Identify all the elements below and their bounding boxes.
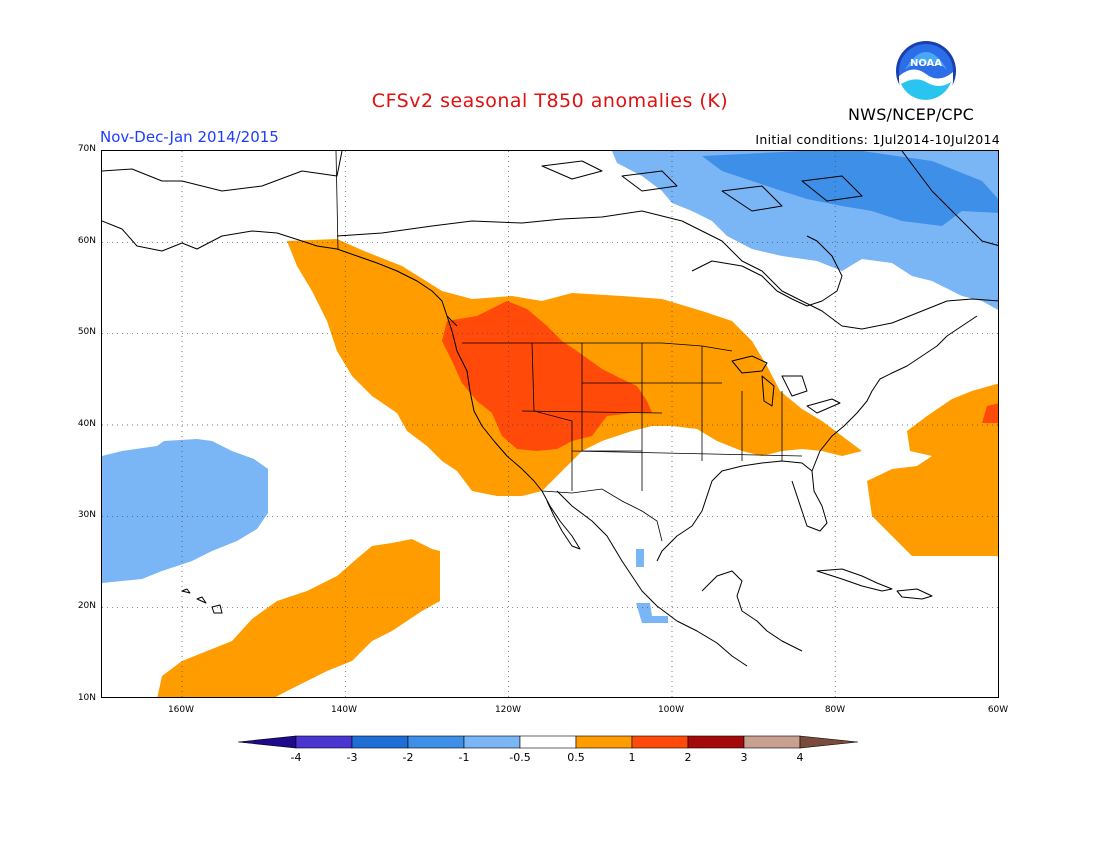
colorbar-label: -0.5	[509, 751, 531, 764]
coastlines	[102, 151, 998, 667]
noaa-logo-icon: NOAA	[896, 41, 956, 102]
colorbar-swatch	[743, 735, 801, 749]
colorbar-label: -3	[346, 751, 358, 764]
noaa-logo-text: NOAA	[910, 58, 942, 69]
lat-tick-label: 70N	[77, 144, 96, 154]
pacific-cold-anomaly	[102, 439, 268, 583]
lon-tick-label: 60W	[987, 705, 1009, 715]
lon-tick-label: 120W	[494, 705, 522, 715]
colorbar-swatch	[687, 735, 745, 749]
colorbar-label: -2	[402, 751, 414, 764]
political-borders	[335, 151, 803, 542]
colorbar-label: 0.5	[567, 751, 585, 764]
colorbar-label: 1	[628, 751, 636, 764]
subtropical-pacific-warm-anomaly	[157, 539, 440, 697]
negative-anomaly-regions	[102, 151, 998, 623]
lon-tick-label: 80W	[824, 705, 846, 715]
colorbar-label: 4	[796, 751, 804, 764]
mexico-cold-spot	[636, 549, 644, 567]
map-canvas	[102, 151, 998, 697]
central-america-cold-spot	[636, 603, 668, 623]
colorbar-swatch	[575, 735, 633, 749]
lat-tick-label: 40N	[77, 419, 96, 429]
agency-label: NWS/NCEP/CPC	[848, 105, 975, 124]
colorbar-label: -1	[458, 751, 470, 764]
arctic-cold-core	[702, 151, 998, 226]
forecast-period: Nov-Dec-Jan 2014/2015	[100, 128, 279, 146]
colorbar-arrow-low	[238, 735, 297, 749]
colorbar-label: -4	[290, 751, 302, 764]
colorbar-swatch	[407, 735, 465, 749]
anomaly-map	[101, 150, 999, 698]
colorbar-swatch	[351, 735, 409, 749]
positive-anomaly-regions	[157, 239, 998, 697]
atlantic-warm-anomaly	[867, 383, 998, 556]
atlantic-hot-spot	[982, 403, 998, 423]
colorbar	[238, 735, 859, 749]
lon-tick-label: 100W	[657, 705, 685, 715]
colorbar-swatch	[519, 735, 577, 749]
lat-tick-label: 50N	[77, 327, 96, 337]
interior-west-hot-anomaly	[442, 301, 652, 451]
colorbar-label: 2	[684, 751, 692, 764]
colorbar-label: 3	[740, 751, 748, 764]
colorbar-swatch	[295, 735, 353, 749]
strong-anomaly-regions	[442, 301, 998, 451]
lat-tick-label: 20N	[77, 601, 96, 611]
colorbar-swatch	[463, 735, 521, 749]
lat-tick-label: 30N	[77, 510, 96, 520]
map-title: CFSv2 seasonal T850 anomalies (K)	[371, 90, 729, 112]
lon-tick-label: 140W	[330, 705, 358, 715]
colorbar-swatch	[631, 735, 689, 749]
colorbar-arrow-high	[799, 735, 859, 749]
lat-tick-label: 10N	[77, 693, 96, 703]
lat-tick-label: 60N	[77, 236, 96, 246]
initial-conditions: Initial conditions: 1Jul2014-10Jul2014	[755, 132, 1000, 147]
lon-tick-label: 160W	[167, 705, 195, 715]
